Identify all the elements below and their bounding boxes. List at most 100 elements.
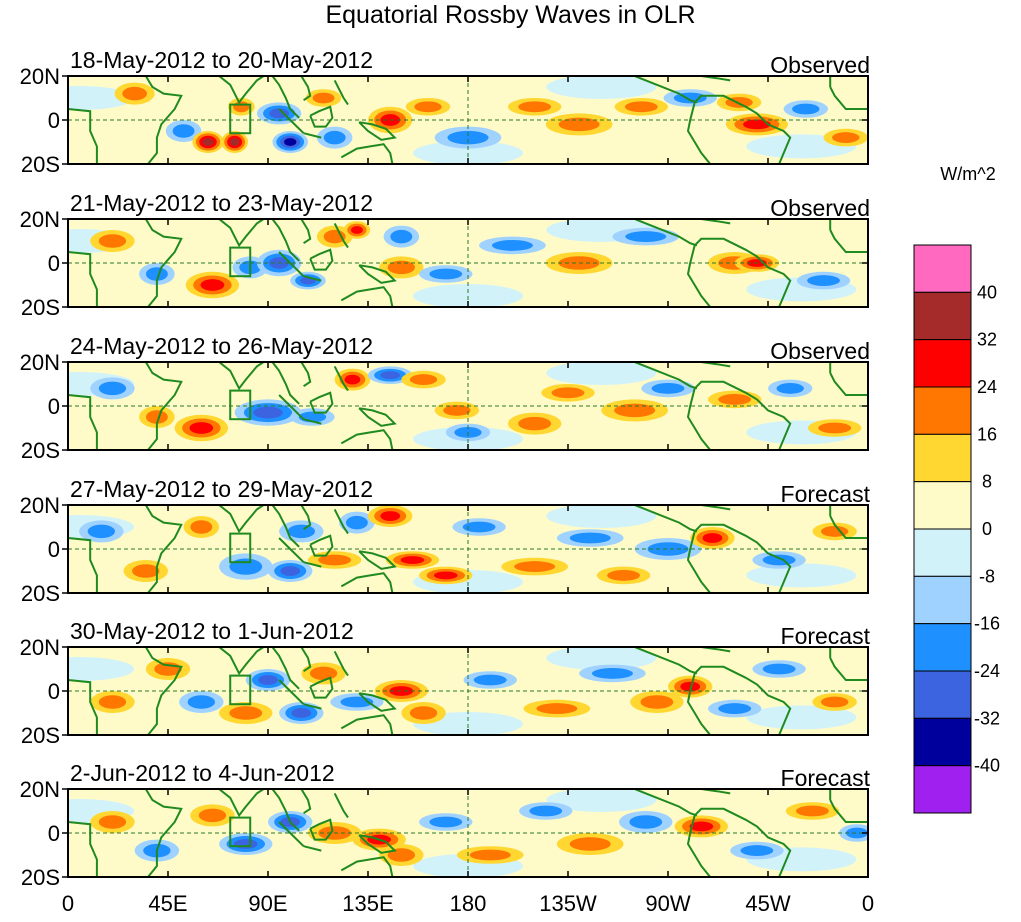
positive-anomaly — [350, 226, 363, 234]
y-tick-label: 20N — [20, 64, 60, 89]
coastline — [300, 789, 312, 815]
colorbar-label: 40 — [977, 282, 997, 302]
panel-status: Observed — [770, 52, 870, 78]
y-tick-label: 20S — [21, 865, 60, 890]
negative-anomaly — [87, 524, 116, 539]
y-tick-label: 20S — [21, 152, 60, 177]
coastline — [271, 76, 300, 119]
anomaly-wash — [68, 657, 135, 681]
negative-anomaly — [98, 381, 127, 396]
panel-status: Observed — [770, 195, 870, 221]
region-box — [229, 674, 252, 706]
x-tick-label: 135W — [539, 891, 597, 916]
positive-anomaly — [680, 681, 701, 692]
coastline — [686, 673, 711, 735]
y-tick-label: 0 — [48, 394, 60, 419]
negative-anomaly — [569, 532, 611, 544]
region-box — [229, 532, 252, 564]
coastline — [68, 679, 98, 735]
positive-anomaly — [190, 520, 213, 534]
negative-anomaly — [762, 554, 796, 566]
colorbar-label: -16 — [974, 614, 1000, 634]
colorbar-label: -24 — [974, 661, 1000, 681]
anomaly-wash — [746, 563, 857, 588]
coastline — [309, 676, 334, 699]
panel-date-range: 30-May-2012 to 1-Jun-2012 — [70, 618, 354, 644]
negative-anomaly — [792, 103, 820, 115]
negative-anomaly — [591, 667, 633, 679]
colorbar-swatch — [913, 575, 972, 625]
positive-anomaly — [443, 404, 471, 416]
positive-anomaly — [344, 374, 361, 385]
negative-anomaly — [647, 542, 689, 556]
coastline — [303, 132, 322, 139]
positive-anomaly — [624, 101, 658, 113]
negative-anomaly — [291, 708, 312, 718]
coastline — [829, 657, 868, 681]
colorbar-swatch — [913, 623, 972, 672]
olr-field — [68, 647, 868, 735]
positive-anomaly — [400, 556, 425, 564]
coastline — [340, 143, 394, 164]
coastline — [300, 647, 312, 673]
coastline — [271, 505, 300, 548]
coastline — [278, 108, 305, 134]
coastline — [278, 394, 305, 420]
panel-status: Forecast — [781, 481, 871, 507]
coastline — [340, 714, 394, 735]
positive-anomaly — [189, 422, 214, 434]
negative-anomaly — [625, 231, 667, 243]
anomaly-wash — [546, 647, 657, 670]
positive-anomaly — [743, 119, 771, 130]
positive-anomaly — [202, 138, 214, 146]
x-tick-label: 45E — [148, 891, 187, 916]
anomaly-wash — [413, 284, 523, 307]
coastline — [68, 537, 98, 593]
coastline — [309, 818, 334, 841]
coastline — [686, 245, 711, 307]
region-box — [229, 103, 252, 135]
coastline — [300, 219, 312, 245]
coastline — [300, 362, 312, 388]
colorbar-swatch — [913, 717, 972, 767]
coastline — [68, 251, 98, 307]
y-tick-label: 20N — [20, 635, 60, 660]
negative-anomaly — [287, 524, 316, 539]
positive-anomaly — [514, 561, 556, 573]
olr-field — [68, 76, 868, 164]
coastline — [218, 362, 265, 391]
colorbar-label: 24 — [977, 377, 997, 397]
y-tick-label: 20S — [21, 723, 60, 748]
colorbar-label: -32 — [974, 708, 1000, 728]
negative-anomaly — [229, 558, 263, 575]
colorbar-units: W/m^2 — [940, 164, 995, 184]
positive-anomaly — [233, 101, 250, 113]
negative-anomaly — [629, 815, 663, 829]
coastline — [271, 362, 300, 405]
coastline — [144, 647, 183, 735]
coastline — [686, 102, 711, 164]
colorbar-label: -40 — [974, 756, 1000, 776]
negative-anomaly — [258, 675, 278, 685]
positive-anomaly — [820, 696, 849, 708]
coastline — [634, 362, 698, 390]
coastline — [358, 550, 397, 570]
panel-date-range: 18-May-2012 to 20-May-2012 — [70, 47, 373, 73]
colorbar-swatch — [913, 339, 972, 388]
positive-anomaly — [518, 416, 552, 431]
y-tick-label: 20N — [20, 207, 60, 232]
negative-anomaly — [187, 695, 216, 709]
coastline — [829, 515, 868, 539]
negative-anomaly — [429, 268, 463, 280]
panel-date-range: 24-May-2012 to 26-May-2012 — [70, 333, 373, 359]
anomaly-wash — [746, 705, 857, 730]
coastline — [303, 561, 322, 568]
colorbar-swatch — [913, 528, 972, 577]
coastline — [218, 505, 265, 534]
colorbar-label: 32 — [977, 330, 997, 350]
coastline — [144, 505, 183, 593]
coastline — [278, 251, 305, 277]
x-tick-label: 90W — [645, 891, 690, 916]
positive-anomaly — [796, 805, 829, 817]
